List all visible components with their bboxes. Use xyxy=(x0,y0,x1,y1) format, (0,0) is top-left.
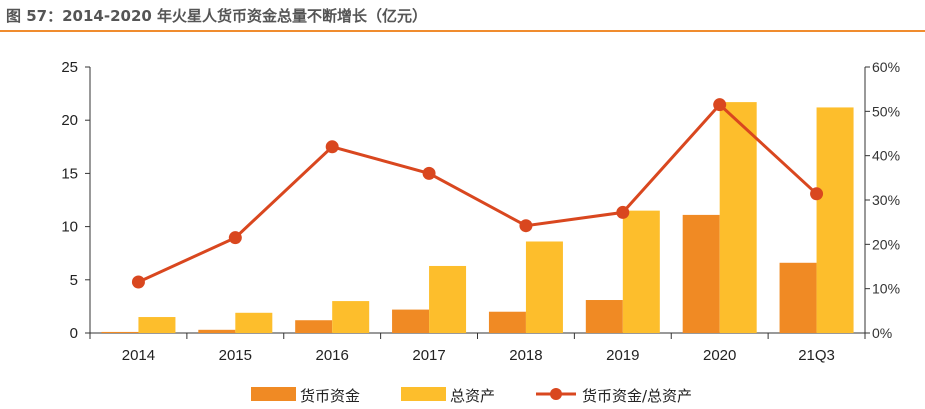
bar-cash xyxy=(392,309,430,333)
y-right-tick-label: 20% xyxy=(872,236,900,252)
legend-label-ratio: 货币资金/总资产 xyxy=(582,387,692,405)
y-right-tick-label: 40% xyxy=(872,148,900,164)
bar-total-assets xyxy=(816,107,854,333)
ratio-point xyxy=(616,205,630,219)
ratio-point xyxy=(713,98,727,112)
ratio-point xyxy=(228,231,242,245)
axes: 0 5 10 15 20 25 0% 10% 20% 30% 40% 50% 60% 2014 2015 20… xyxy=(61,59,900,364)
bars xyxy=(101,102,854,333)
bar-cash xyxy=(198,329,236,333)
bar-total-assets xyxy=(622,210,660,333)
y-right-tick-label: 50% xyxy=(872,103,900,119)
legend-swatch-ratio-point xyxy=(550,388,562,400)
bar-cash xyxy=(585,300,623,333)
x-tick-label: 21Q3 xyxy=(798,347,835,364)
ratio-point xyxy=(325,140,339,154)
y-left-tick-label: 10 xyxy=(61,219,78,236)
x-tick-label: 2014 xyxy=(122,347,155,364)
y-left-tick-label: 20 xyxy=(61,112,78,129)
y-right-tick-label: 10% xyxy=(872,281,900,297)
ratio-line xyxy=(137,102,818,284)
y-right-tick-label: 30% xyxy=(872,192,900,208)
x-tick-label: 2020 xyxy=(703,347,736,364)
title-bar: 图 57：2014-2020 年火星人货币资金总量不断增长（亿元） xyxy=(0,0,925,32)
bar-cash xyxy=(779,262,817,333)
bar-total-assets xyxy=(429,265,467,333)
bar-total-assets xyxy=(525,241,563,333)
bar-total-assets xyxy=(332,301,370,333)
y-left-tick-label: 5 xyxy=(70,272,78,289)
bar-total-assets xyxy=(235,312,273,333)
x-tick-label: 2019 xyxy=(606,347,639,364)
bar-total-assets xyxy=(138,317,176,333)
legend-swatch-cash xyxy=(251,387,296,401)
ratio-point xyxy=(810,187,824,201)
y-left-tick-label: 15 xyxy=(61,165,78,182)
x-tick-label: 2016 xyxy=(316,347,349,364)
x-tick-label: 2017 xyxy=(412,347,445,364)
bar-cash xyxy=(682,214,720,333)
ratio-line-layer xyxy=(131,98,824,289)
y-right-tick-label: 0% xyxy=(872,325,892,341)
x-tick-label: 2018 xyxy=(509,347,542,364)
bar-total-assets xyxy=(719,102,757,333)
x-tick-label: 2015 xyxy=(219,347,252,364)
bar-cash xyxy=(101,331,139,333)
bar-cash xyxy=(488,311,526,333)
legend-label-total-assets: 总资产 xyxy=(450,387,495,405)
chart-title: 图 57：2014-2020 年火星人货币资金总量不断增长（亿元） xyxy=(6,7,428,25)
bar-cash xyxy=(295,320,333,333)
y-right-tick-label: 60% xyxy=(872,59,900,75)
title-underline xyxy=(0,30,925,32)
legend-swatch-total-assets xyxy=(401,387,446,401)
ratio-point xyxy=(519,219,533,233)
legend-label-cash: 货币资金 xyxy=(300,387,360,405)
y-left-tick-label: 25 xyxy=(61,59,78,76)
y-left-tick-label: 0 xyxy=(70,325,78,342)
ratio-point xyxy=(422,166,436,180)
legend: 货币资金 总资产 货币资金/总资产 xyxy=(251,387,692,405)
ratio-point xyxy=(131,275,145,289)
